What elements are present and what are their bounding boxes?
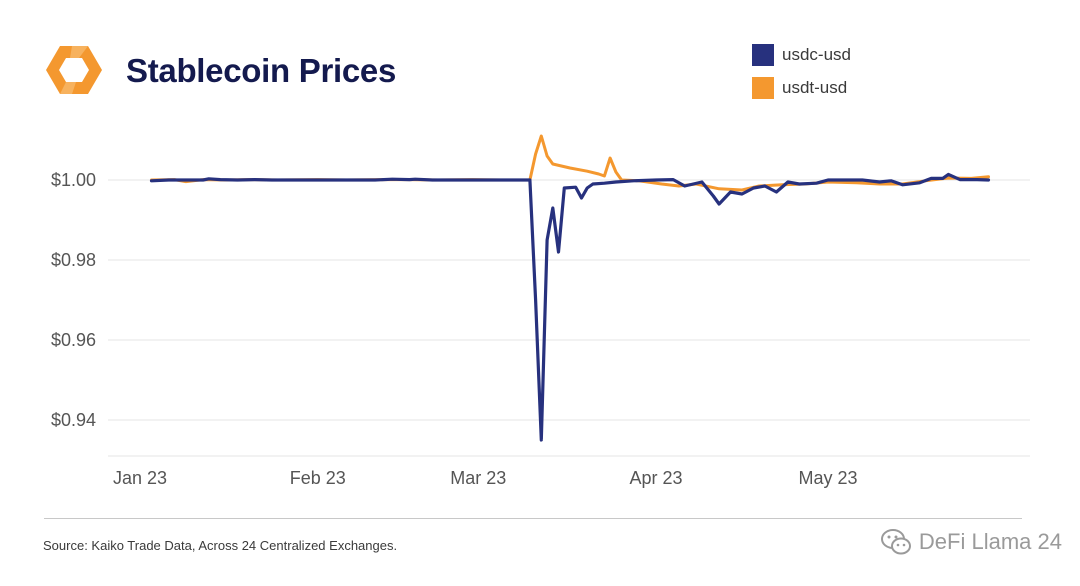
kaiko-logo — [44, 42, 104, 98]
y-tick-label: $0.94 — [51, 410, 96, 430]
chart-legend: usdc-usd usdt-usd — [752, 40, 851, 106]
legend-label-usdc: usdc-usd — [782, 45, 851, 64]
watermark: DeFi Llama 24 — [879, 525, 1062, 559]
legend-item-usdc: usdc-usd — [752, 40, 851, 70]
chart-title: Stablecoin Prices — [126, 52, 397, 89]
source-note: Source: Kaiko Trade Data, Across 24 Cent… — [43, 538, 398, 553]
x-axis-ticks: Jan 23 Feb 23 Mar 23 Apr 23 May 23 — [113, 468, 858, 488]
series-lines — [149, 134, 991, 442]
y-tick-label: $0.98 — [51, 250, 96, 270]
series-line-usdc — [149, 172, 991, 442]
legend-label-usdt: usdt-usd — [782, 78, 848, 97]
footer-divider — [44, 518, 1022, 519]
x-tick-label: Mar 23 — [450, 468, 506, 488]
x-tick-label: May 23 — [798, 468, 857, 488]
watermark-text: DeFi Llama 24 — [918, 529, 1062, 554]
y-tick-label: $1.00 — [51, 170, 96, 190]
x-tick-label: Jan 23 — [113, 468, 167, 488]
y-axis-ticks: $1.00 $0.98 $0.96 $0.94 — [51, 170, 96, 430]
kaiko-hexagon-logo-icon — [46, 46, 102, 94]
x-tick-label: Feb 23 — [290, 468, 346, 488]
grid-lines — [108, 179, 1030, 457]
x-tick-label: Apr 23 — [629, 468, 682, 488]
legend-swatch-usdc — [752, 44, 774, 66]
wechat-icon — [880, 529, 911, 555]
y-tick-label: $0.96 — [51, 330, 96, 350]
legend-swatch-usdt — [752, 77, 774, 99]
series-line-usdt — [150, 134, 990, 192]
legend-item-usdt: usdt-usd — [752, 73, 851, 103]
